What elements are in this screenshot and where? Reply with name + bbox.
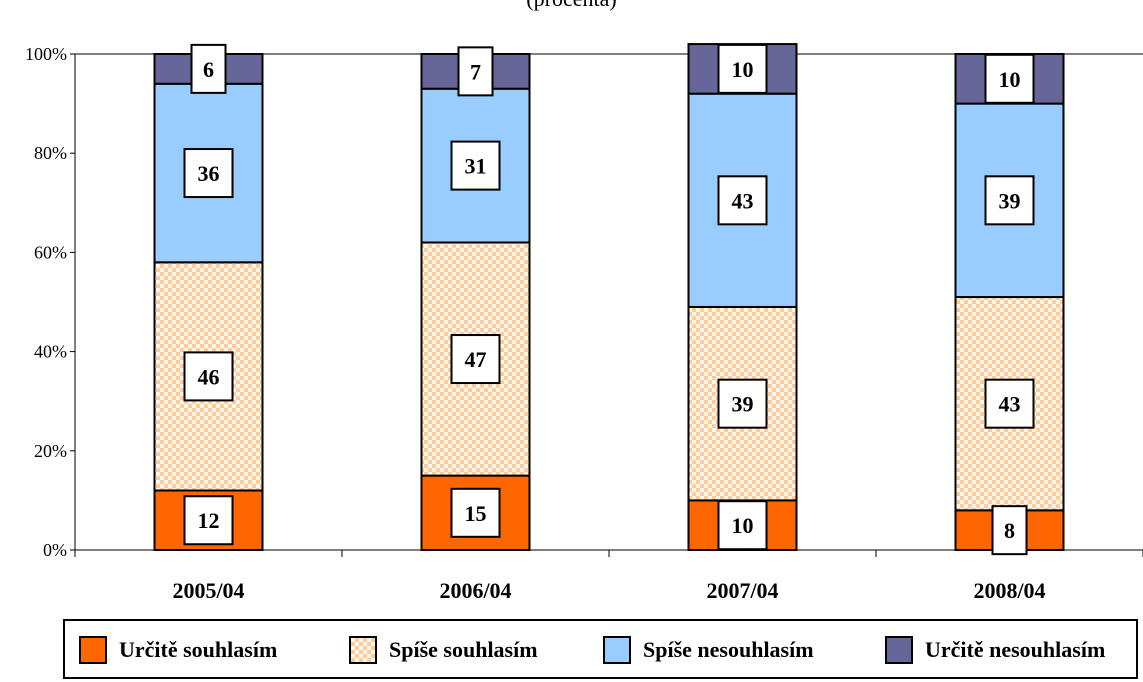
data-label: 12 (198, 508, 220, 533)
chart-subtitle: (procenta) (0, 0, 1143, 12)
x-tick-label: 2005/04 (172, 578, 244, 603)
legend-label: Spíše souhlasím (389, 637, 538, 662)
stacked-bar-chart: 0% 20% 40% 60% 80% 100% 2005/04 2006/04 2007/04 2… (25, 43, 1143, 603)
legend-swatch (603, 636, 631, 664)
data-label: 10 (732, 513, 754, 538)
data-label-box (984, 378, 1035, 429)
data-label-box (457, 46, 494, 97)
data-label: 15 (465, 501, 487, 526)
chart-legend: Určitě souhlasím Spíše souhlasím Spíše n… (63, 619, 1138, 679)
data-label: 39 (732, 392, 754, 417)
x-tick-label: 2008/04 (973, 578, 1045, 603)
y-tick-label: 40% (34, 342, 67, 362)
legend-swatch (79, 636, 107, 664)
data-label-box (991, 505, 1028, 556)
y-tick-label: 100% (25, 44, 67, 64)
legend-item-urcite-souhlasim: Určitě souhlasím (79, 635, 277, 665)
legend-item-urcite-nesouhlasim: Určitě nesouhlasím (885, 635, 1105, 665)
legend-label: Určitě nesouhlasím (925, 637, 1106, 662)
data-label-box (183, 351, 234, 402)
data-label-box (450, 334, 501, 385)
data-label: 46 (198, 364, 220, 389)
data-label-box (450, 140, 501, 191)
data-label-box (717, 500, 768, 551)
data-label-box (183, 495, 234, 546)
x-tick-label: 2006/04 (439, 578, 511, 603)
data-label: 43 (999, 392, 1021, 417)
y-tick-label: 20% (34, 441, 67, 461)
y-tick-label: 80% (34, 143, 67, 163)
data-label-box (183, 148, 234, 199)
legend-item-spise-nesouhlasim: Spíše nesouhlasím (603, 635, 814, 665)
y-tick-label: 60% (34, 242, 67, 262)
data-label-box (190, 43, 227, 94)
data-label: 6 (203, 57, 214, 82)
data-label: 36 (198, 161, 220, 186)
data-label: 39 (999, 188, 1021, 213)
data-label-box (984, 175, 1035, 226)
data-label-box (717, 175, 768, 226)
data-label: 31 (465, 154, 487, 179)
data-label: 10 (732, 57, 754, 82)
data-label-box (984, 53, 1035, 104)
legend-swatch (349, 636, 377, 664)
x-tick-label: 2007/04 (706, 578, 778, 603)
data-label-box (450, 487, 501, 538)
data-label-box (717, 378, 768, 429)
y-tick-label: 0% (43, 540, 67, 560)
data-label: 10 (999, 67, 1021, 92)
legend-label: Spíše nesouhlasím (643, 637, 814, 662)
data-label-box (717, 43, 768, 94)
data-label: 43 (732, 188, 754, 213)
data-label: 8 (1004, 518, 1015, 543)
data-label: 7 (470, 59, 481, 84)
legend-label: Určitě souhlasím (119, 637, 278, 662)
legend-swatch (885, 636, 913, 664)
legend-item-spise-souhlasim: Spíše souhlasím (349, 635, 538, 665)
data-label: 47 (465, 347, 487, 372)
